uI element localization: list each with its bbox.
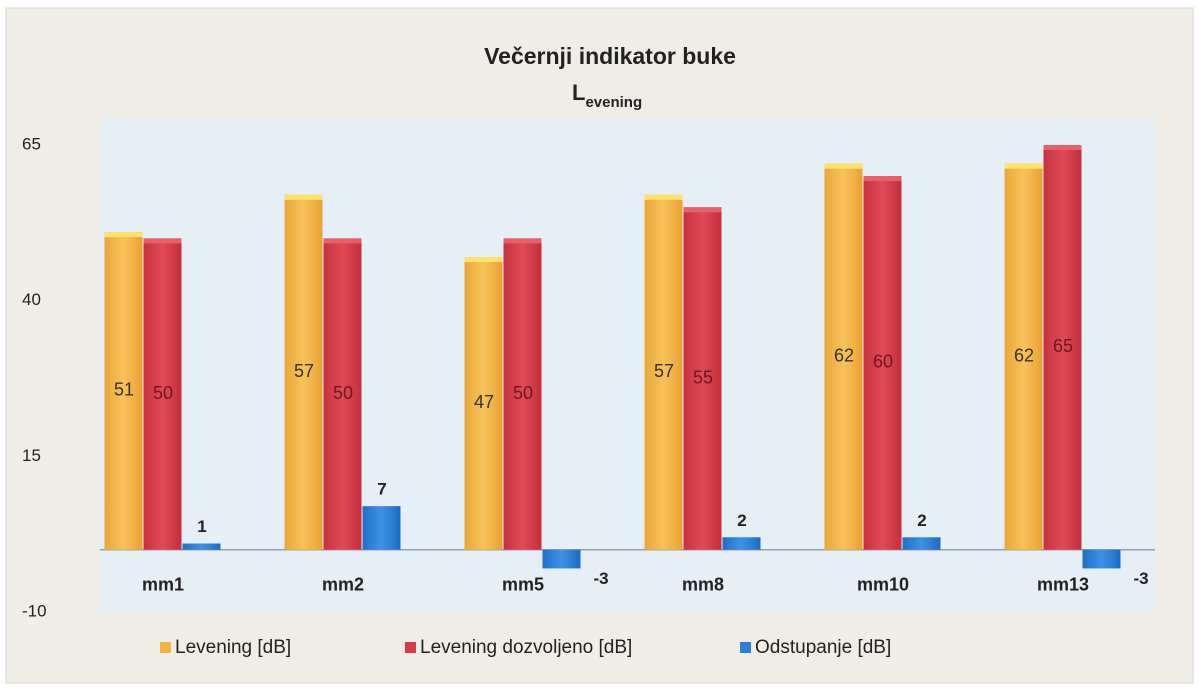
bar [902,537,941,550]
y-tick-label: 15 [22,446,41,465]
bar-cap [143,238,182,244]
legend-label: Levening [dB] [175,637,291,658]
y-tick-label: 65 [22,134,41,153]
data-label: 57 [654,361,674,381]
x-tick-label: mm5 [502,574,544,594]
chart-title: Večernji indikator buke [484,43,736,69]
data-label: -3 [1134,569,1149,588]
x-tick-label: mm10 [857,574,909,594]
bar [542,549,581,569]
bar [503,238,542,550]
data-label: 2 [737,511,746,530]
bar-cap [104,232,143,238]
data-label: 62 [1014,345,1034,365]
plot-area [100,118,1155,612]
bar-cap [644,194,683,200]
bar [1082,549,1121,569]
x-tick-label: mm8 [682,574,724,594]
legend-swatch [405,642,416,653]
bar-cap [1043,145,1082,150]
bar [644,194,683,550]
data-label: 51 [114,380,134,400]
x-tick-label: mm13 [1037,574,1089,594]
bar [284,194,323,550]
data-label: 50 [153,383,173,403]
bar [1004,163,1043,550]
data-label: 62 [834,345,854,365]
data-label: 50 [333,383,353,403]
y-tick-label: 40 [22,290,41,309]
data-label: 7 [377,480,386,499]
bar-cap [503,238,542,244]
bar [362,506,401,550]
subtitle-sub: evening [585,94,642,111]
bar-cap [683,207,722,213]
data-label: 47 [474,392,494,412]
data-label: 1 [197,517,206,536]
bar-cap [1004,163,1043,169]
x-tick-label: mm2 [322,574,364,594]
bar [143,238,182,550]
bar [323,238,362,550]
y-tick-label: -10 [22,601,47,620]
legend-swatch [740,642,751,653]
bar-cap [284,194,323,200]
data-label: 60 [873,352,893,372]
bar [182,543,221,550]
data-label: 50 [513,383,533,403]
bar [683,207,722,550]
data-label: 2 [917,511,926,530]
bar-cap [464,257,503,263]
data-label: 55 [693,367,713,387]
bar-cap [323,238,362,244]
bar [722,537,761,550]
bar [464,257,503,550]
data-label: 65 [1053,336,1073,356]
bar [1043,145,1082,550]
bar [863,176,902,550]
chart-subtitle: Levening [572,80,642,111]
bar [104,232,143,550]
x-tick-label: mm1 [142,574,184,594]
bar [824,163,863,550]
bar-cap [824,163,863,169]
subtitle-main: L [572,80,585,105]
legend-label: Odstupanje [dB] [755,637,891,658]
data-label: -3 [594,569,609,588]
data-label: 57 [294,361,314,381]
legend-swatch [160,642,171,653]
legend-label: Levening dozvoljeno [dB] [420,637,632,658]
bar-cap [863,176,902,182]
